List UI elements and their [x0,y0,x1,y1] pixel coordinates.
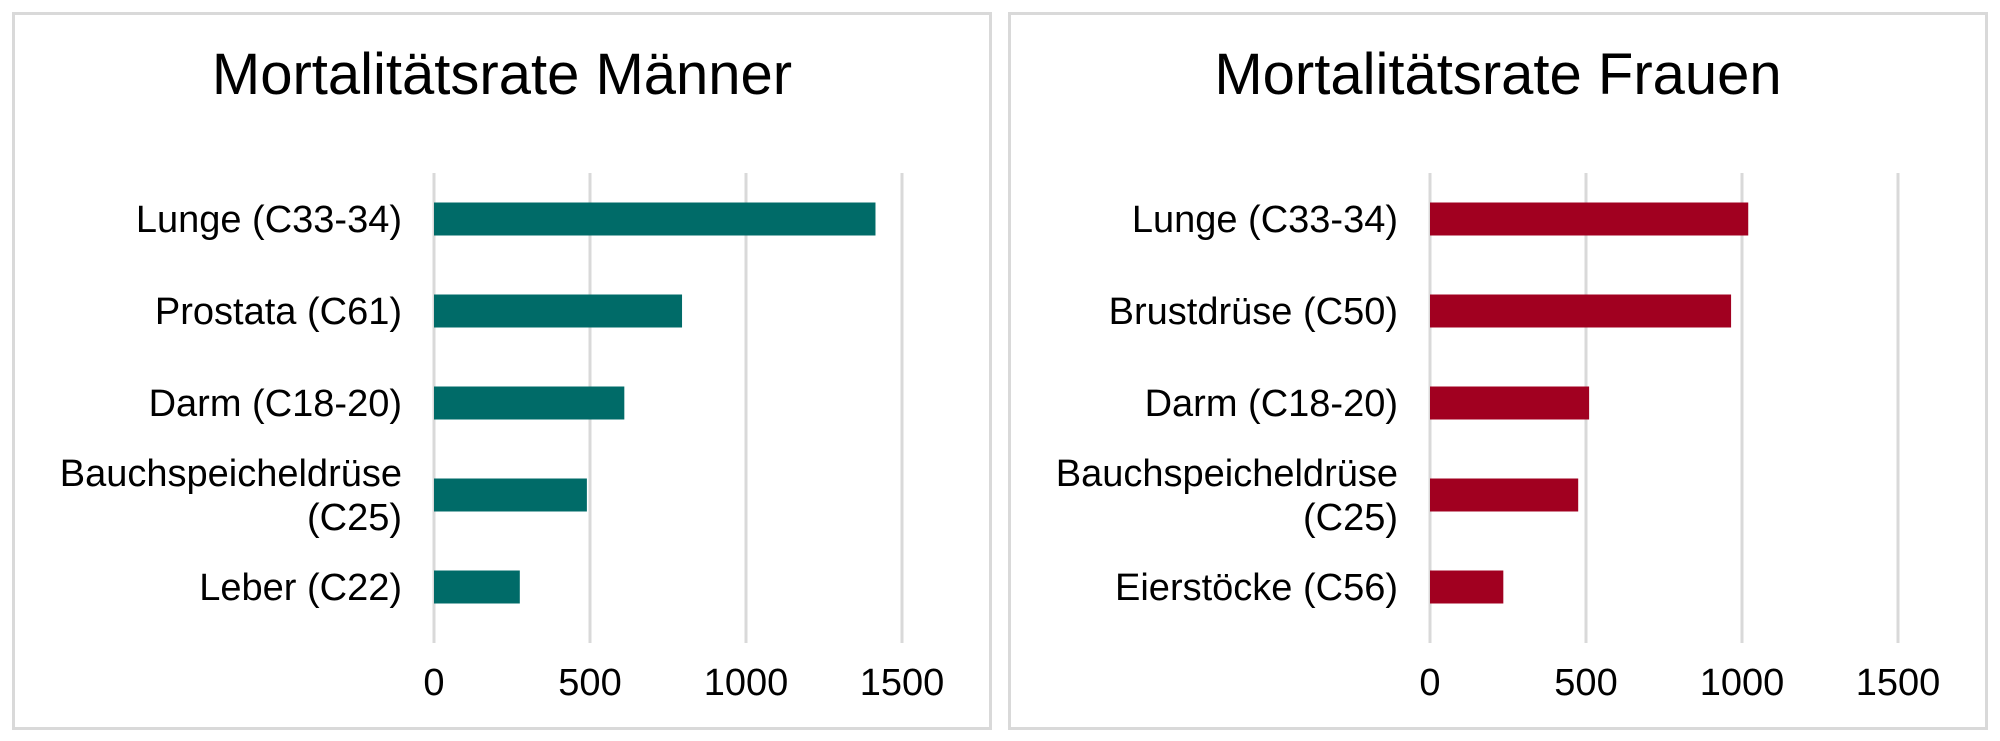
bar [1430,294,1732,328]
bar [1430,202,1749,236]
x-tick-label: 1500 [860,662,945,704]
category-label: Lunge (C33-34) [1132,199,1398,241]
chart-title: Mortalitätsrate Frauen [1214,42,1781,107]
category-labels: Lunge (C33-34) Brustdrüse (C50) Darm (C18-… [1056,199,1398,609]
category-label: Bauchspeicheldrüse [1056,453,1398,495]
x-tick-label: 1000 [1700,662,1785,704]
category-label: Bauchspeicheldrüse [60,453,402,495]
bar [1430,570,1504,604]
bar [434,478,587,512]
bar [434,202,876,236]
chart-svg-frauen: Mortalitätsrate Frauen Lunge (C33-34) Bru… [1056,42,1941,704]
category-label: Leber (C22) [199,567,402,609]
category-label: Darm (C18-20) [149,383,402,425]
bars [1430,202,1749,604]
bars [434,202,876,604]
x-tick-label: 500 [558,662,621,704]
category-label: Lunge (C33-34) [136,199,402,241]
category-label: Darm (C18-20) [1145,383,1398,425]
bar [434,294,683,328]
chart-title: Mortalitätsrate Männer [212,42,792,107]
x-tick-label: 0 [1419,662,1440,704]
x-tick-label: 500 [1554,662,1617,704]
bar [434,386,625,420]
category-label: Eierstöcke (C56) [1115,567,1398,609]
chart-svg-maenner: Mortalitätsrate Männer Lunge (C33-34) Pro… [60,42,945,704]
x-tick-label: 1500 [1856,662,1941,704]
x-tick-labels: 0 500 1000 1500 [1419,662,1940,704]
x-tick-labels: 0 500 1000 1500 [423,662,944,704]
category-label: Brustdrüse (C50) [1109,291,1398,333]
category-labels: Lunge (C33-34) Prostata (C61) Darm (C18-20… [60,199,402,609]
category-label: (C25) [1303,497,1398,539]
bar [434,570,520,604]
category-label: (C25) [307,497,402,539]
x-tick-label: 1000 [704,662,789,704]
bar [1430,478,1579,512]
bar [1430,386,1590,420]
chart-panel-maenner: Mortalitätsrate Männer Lunge (C33-34) Pro… [12,12,992,730]
x-tick-label: 0 [423,662,444,704]
category-label: Prostata (C61) [155,291,402,333]
chart-panel-frauen: Mortalitätsrate Frauen Lunge (C33-34) Bru… [1008,12,1988,730]
